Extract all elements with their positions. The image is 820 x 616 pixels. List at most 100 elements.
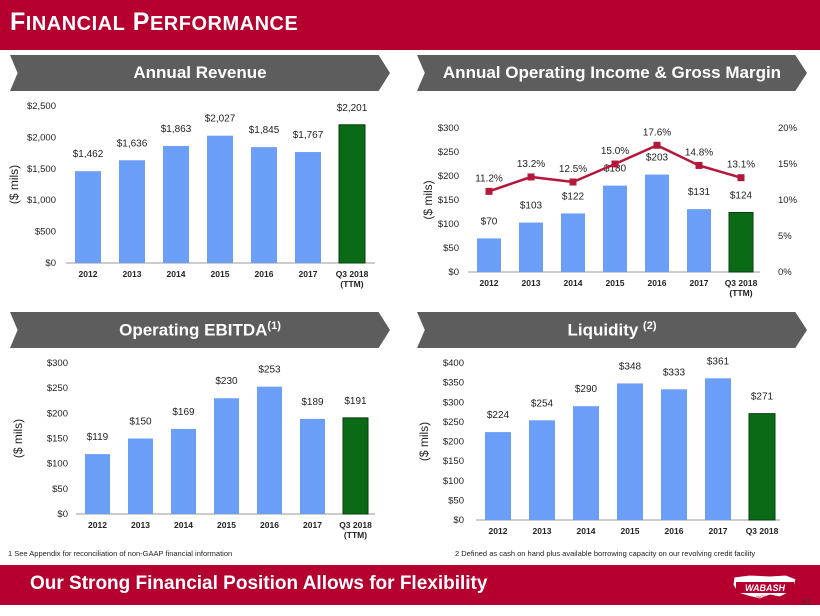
page-number: 17 — [802, 598, 811, 607]
x-tick-label: 2017 — [709, 526, 728, 536]
bar — [163, 146, 189, 263]
x-tick-label: (TTM) — [729, 288, 752, 298]
y-tick-label: $300 — [438, 123, 459, 134]
margin-value-label: 15.0% — [601, 146, 629, 157]
bar — [214, 398, 239, 514]
bar-value-label: $254 — [531, 398, 554, 409]
x-tick-label: Q3 2018 — [746, 526, 779, 536]
x-tick-label: 2017 — [690, 278, 709, 288]
x-tick-label: 2012 — [480, 278, 499, 288]
margin-marker — [737, 174, 745, 182]
bar-value-label: $224 — [487, 410, 510, 421]
bar-value-label: $124 — [730, 190, 753, 201]
y-tick-label: $150 — [443, 456, 464, 467]
margin-marker — [611, 160, 619, 168]
bar — [75, 171, 101, 263]
x-tick-label: 2012 — [79, 269, 98, 279]
y-tick-label: $1,000 — [27, 195, 56, 206]
bar-value-label: $150 — [129, 417, 152, 428]
margin-value-label: 13.1% — [727, 160, 755, 171]
margin-value-label: 11.2% — [475, 173, 503, 184]
x-tick-label: (TTM) — [340, 279, 363, 289]
bar-value-label: $1,845 — [249, 125, 280, 136]
bar — [85, 454, 110, 514]
bar-value-label: $1,462 — [73, 149, 104, 160]
bar-value-label: $119 — [87, 432, 109, 443]
bar — [477, 238, 501, 272]
y-tick-label: $50 — [52, 484, 68, 495]
y-tick-label: $150 — [47, 434, 68, 445]
y-tick-label: $2,500 — [27, 101, 56, 112]
bar-value-label: $103 — [520, 201, 543, 212]
bar — [485, 432, 511, 520]
bar — [645, 174, 669, 272]
bar-value-label: $1,863 — [161, 124, 192, 135]
x-tick-label: 2014 — [564, 278, 583, 288]
margin-marker — [695, 161, 703, 169]
x-tick-label: 2014 — [167, 269, 186, 279]
y-tick-label: $300 — [47, 358, 68, 369]
y-tick-label: $100 — [438, 219, 459, 230]
y-tick-label: $250 — [47, 383, 68, 394]
secondary-y-tick-label: 10% — [778, 195, 798, 206]
operating-panel-header: Annual Operating Income & Gross Margin — [417, 55, 807, 91]
y-axis-label: ($ mils) — [7, 165, 21, 204]
bar — [207, 135, 233, 263]
bar — [728, 211, 754, 273]
bar-value-label: $2,027 — [205, 114, 236, 125]
margin-value-label: 14.8% — [685, 147, 713, 158]
x-tick-label: Q3 2018 — [725, 278, 758, 288]
bar — [251, 147, 277, 263]
y-axis-label: ($ mils) — [11, 419, 25, 458]
y-tick-label: $200 — [47, 408, 68, 419]
secondary-y-tick-label: 20% — [778, 123, 798, 134]
x-tick-label: 2013 — [522, 278, 541, 288]
ebitda-panel-header: Operating EBITDA(1) — [10, 312, 390, 348]
y-tick-label: $0 — [57, 509, 68, 520]
bar — [748, 413, 776, 521]
bar-value-label: $348 — [619, 361, 642, 372]
x-tick-label: 2016 — [255, 269, 274, 279]
bar — [661, 389, 687, 520]
bar — [519, 222, 543, 272]
x-tick-label: 2012 — [489, 526, 508, 536]
bar-value-label: $203 — [646, 153, 669, 164]
bar-value-label: $1,636 — [117, 138, 148, 149]
bar-value-label: $333 — [663, 367, 686, 378]
bar — [342, 417, 369, 515]
x-tick-label: Q3 2018 — [339, 520, 372, 530]
bar-value-label: $1,767 — [293, 130, 324, 141]
x-tick-label: 2014 — [174, 520, 193, 530]
bar-value-label: $189 — [301, 397, 324, 408]
page-title: FINANCIAL PERFORMANCE — [10, 8, 299, 36]
x-tick-label: 2013 — [533, 526, 552, 536]
footnote-2: 2 Defined as cash on hand plus available… — [455, 549, 756, 558]
bar — [561, 213, 585, 272]
x-tick-label: 2014 — [577, 526, 596, 536]
bottom-bar — [0, 565, 820, 605]
x-tick-label: 2012 — [88, 520, 107, 530]
bar-value-label: $290 — [575, 384, 598, 395]
x-tick-label: 2015 — [606, 278, 625, 288]
wabash-logo: WABASH NATIONAL — [732, 574, 797, 600]
bar — [257, 386, 282, 514]
secondary-y-tick-label: 5% — [778, 231, 792, 242]
bar — [705, 378, 731, 520]
margin-value-label: 13.2% — [517, 159, 545, 170]
y-tick-label: $500 — [35, 227, 56, 238]
bar-value-label: $271 — [751, 392, 774, 403]
y-tick-label: $2,000 — [27, 132, 56, 143]
title-bar — [0, 0, 820, 50]
y-tick-label: $100 — [47, 459, 68, 470]
bar-value-label: $2,201 — [337, 103, 368, 114]
bar-value-label: $122 — [562, 191, 585, 202]
bar-value-label: $230 — [215, 376, 238, 387]
margin-value-label: 12.5% — [559, 164, 587, 175]
y-tick-label: $400 — [443, 358, 464, 369]
margin-marker — [653, 141, 661, 149]
y-tick-label: $300 — [443, 397, 464, 408]
y-tick-label: $250 — [438, 147, 459, 158]
x-tick-label: 2013 — [123, 269, 142, 279]
bar-value-label: $180 — [604, 164, 627, 175]
y-axis-label: ($ mils) — [417, 422, 431, 461]
